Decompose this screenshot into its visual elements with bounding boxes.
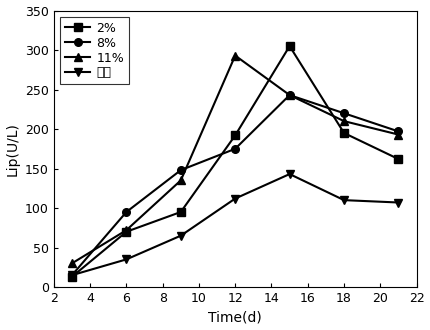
Line: 8%: 8% [68,91,402,279]
11% [341,119,347,123]
2% [124,230,129,234]
2% [341,131,347,135]
11% [396,133,401,137]
2% [396,157,401,161]
对照 [124,257,129,261]
11% [233,53,238,57]
对照 [341,198,347,202]
11% [287,93,292,97]
2% [233,133,238,137]
对照 [233,197,238,201]
对照 [178,234,183,238]
Y-axis label: Lip(U/L): Lip(U/L) [6,122,19,176]
2% [69,275,74,279]
8% [233,147,238,151]
8% [124,210,129,214]
Line: 对照: 对照 [68,170,402,279]
11% [178,179,183,182]
11% [69,261,74,265]
X-axis label: Time(d): Time(d) [208,311,262,324]
Legend: 2%, 8%, 11%, 对照: 2%, 8%, 11%, 对照 [60,17,129,84]
8% [69,273,74,277]
2% [287,44,292,48]
2% [178,210,183,214]
8% [178,168,183,172]
对照 [69,273,74,277]
对照 [287,172,292,176]
8% [341,111,347,115]
Line: 2%: 2% [68,42,402,280]
Line: 11%: 11% [68,52,402,267]
对照 [396,201,401,205]
8% [396,129,401,133]
8% [287,93,292,97]
11% [124,228,129,232]
